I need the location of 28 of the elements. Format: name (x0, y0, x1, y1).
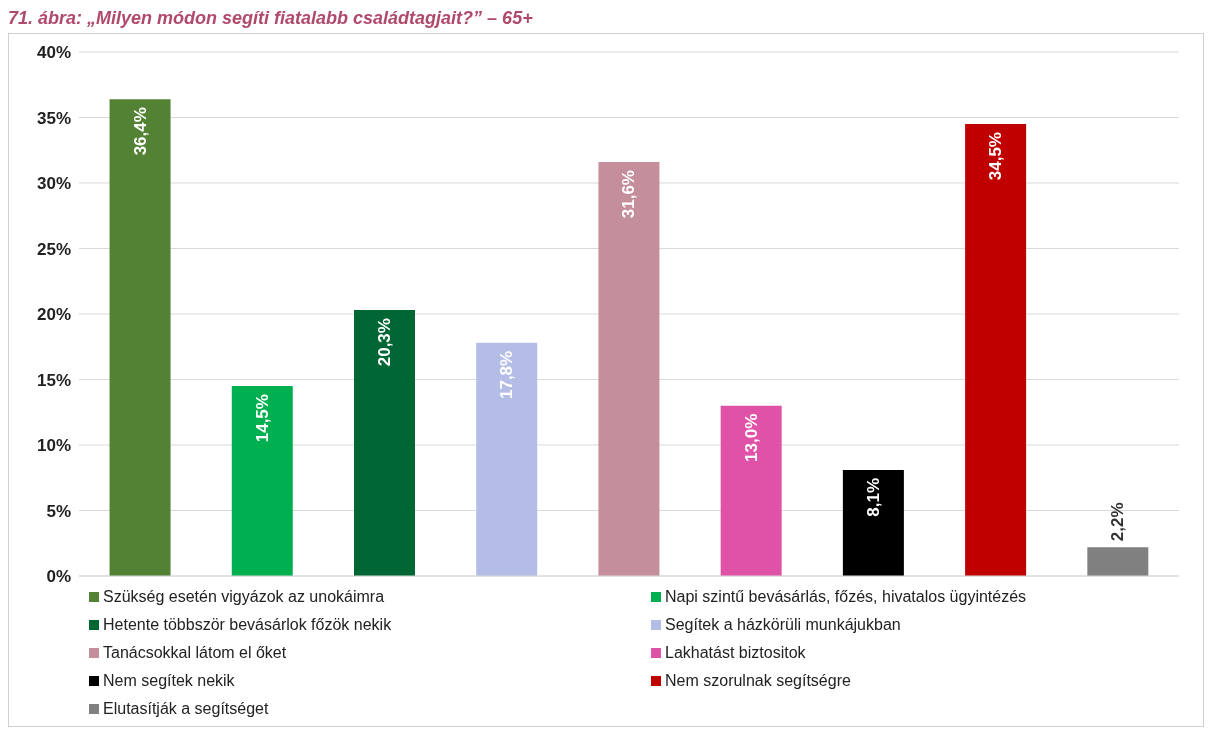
data-label: 8,1% (863, 477, 883, 517)
legend-label: Napi szintű bevásárlás, főzés, hivatalos ügyintézés (665, 588, 1027, 606)
y-tick-label: 20% (36, 305, 71, 325)
legend-label: Elutasítják a segítséget (103, 700, 269, 718)
y-tick-label: 10% (36, 436, 71, 456)
y-tick-label: 40% (36, 43, 71, 63)
y-tick-label: 35% (36, 108, 71, 128)
legend-label: Nem segítek nekik (103, 672, 235, 690)
legend-label: Hetente többször bevásárlok főzök nekik (103, 616, 392, 634)
y-tick-label: 5% (46, 501, 71, 521)
legend-label: Szükség esetén vigyázok az unokáimra (103, 588, 385, 606)
data-label: 14,5% (252, 394, 272, 443)
data-label: 36,4% (130, 107, 150, 156)
data-label: 2,2% (1108, 502, 1128, 542)
legend-label: Nem szorulnak segítségre (665, 672, 851, 690)
y-tick-label: 30% (36, 174, 71, 194)
legend-label: Lakhatást biztositok (665, 644, 806, 662)
data-label: 20,3% (375, 318, 394, 367)
data-label: 34,5% (986, 132, 1006, 181)
data-label: 17,8% (497, 350, 517, 400)
y-tick-label: 25% (36, 239, 71, 259)
legend-label: Tanácsokkal látom el őket (103, 644, 287, 662)
y-tick-label: 15% (36, 370, 71, 390)
data-label: 31,6% (619, 170, 639, 219)
y-tick-label: 0% (46, 567, 71, 587)
legend-label: Segítek a házkörüli munkájukban (665, 616, 901, 634)
chart-title: 71. ábra: „Milyen módon segíti fiatalabb családtagjait?” – 65+ (8, 8, 534, 29)
data-label: 13,0% (741, 413, 761, 462)
